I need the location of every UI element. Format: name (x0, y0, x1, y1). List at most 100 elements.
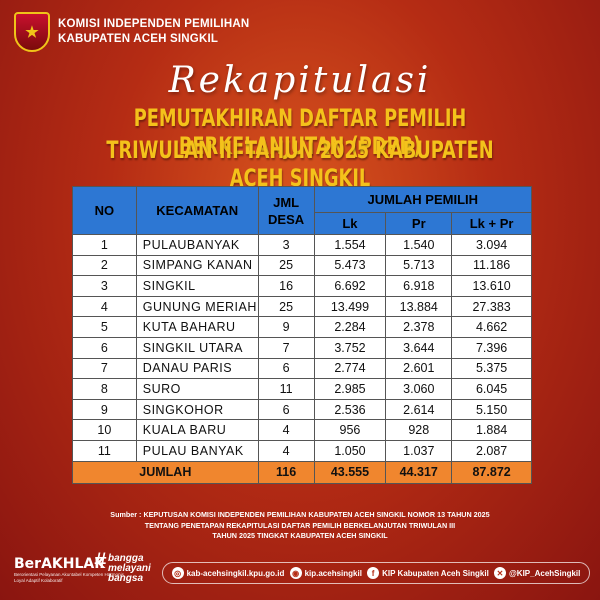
row-kecamatan: SINGKIL (135, 275, 259, 297)
header-lk: Lk (313, 212, 387, 235)
row-no: 1 (72, 234, 137, 256)
row-jml-desa: 4 (257, 439, 315, 462)
title-line2: TRIWULAN III TAHUN 2025 KABUPATEN ACEH S… (106, 136, 494, 192)
row-pr: 2.614 (385, 398, 453, 421)
header-kecamatan: KECAMATAN (135, 186, 259, 235)
table-row: 3 SINGKIL 16 6.692 6.918 13.610 (72, 275, 532, 297)
row-kecamatan: PULAUBANYAK (135, 234, 259, 256)
row-lk: 2.774 (313, 357, 387, 380)
table-row: 10 KUALA BARU 4 956 928 1.884 (72, 419, 532, 441)
globe-icon: ◎ (171, 567, 184, 579)
row-lk-pr: 6.045 (451, 378, 532, 400)
table-row: 6 SINGKIL UTARA 7 3.752 3.644 7.396 (72, 336, 532, 359)
row-lk-pr: 5.375 (451, 357, 532, 380)
total-row: JUMLAH 116 43.555 44.317 87.872 (72, 460, 532, 484)
source-line1: Sumber : KEPUTUSAN KOMISI INDEPENDEN PEM… (110, 510, 490, 519)
row-kecamatan: DANAU PARIS (135, 357, 259, 380)
header-jumlah-pemilih: JUMLAH PEMILIH (313, 186, 533, 213)
row-lk-pr: 13.610 (451, 275, 532, 297)
row-no: 8 (72, 378, 137, 400)
row-lk-pr: 5.150 (451, 398, 532, 421)
row-lk: 2.985 (313, 378, 387, 400)
row-jml-desa: 4 (257, 419, 315, 441)
x-link[interactable]: ✕ @KIP_AcehSingkil (494, 567, 580, 579)
row-lk-pr: 7.396 (451, 336, 532, 359)
recap-table: NO KECAMATAN JML DESA JUMLAH PEMILIH Lk … (72, 186, 533, 484)
row-jml-desa: 25 (257, 295, 315, 318)
total-lk-pr: 87.872 (451, 460, 532, 484)
table-row: 11 PULAU BANYAK 4 1.050 1.037 2.087 (72, 439, 532, 462)
website-link[interactable]: ◎ kab-acehsingkil.kpu.go.id (171, 567, 284, 579)
instagram-link[interactable]: ◉ kip.acehsingkil (289, 567, 362, 579)
row-jml-desa: 25 (257, 254, 315, 277)
row-pr: 2.601 (385, 357, 453, 380)
header-no: NO (72, 186, 137, 235)
facebook-link[interactable]: f KIP Kabupaten Aceh Singkil (367, 567, 489, 579)
row-lk-pr: 11.186 (451, 254, 532, 277)
row-no: 5 (72, 316, 137, 338)
row-lk-pr: 4.662 (451, 316, 532, 338)
row-pr: 1.540 (385, 234, 453, 256)
row-lk: 1.554 (313, 234, 387, 256)
brand-subtitle: Berorientasi Pelayanan Akuntabel Kompete… (14, 572, 124, 583)
table-row: 7 DANAU PARIS 6 2.774 2.601 5.375 (72, 357, 532, 380)
row-kecamatan: KUALA BARU (135, 419, 259, 441)
total-desa: 116 (257, 460, 315, 484)
table-row: 2 SIMPANG KANAN 25 5.473 5.713 11.186 (72, 254, 532, 277)
row-lk-pr: 3.094 (451, 234, 532, 256)
row-pr: 2.378 (385, 316, 453, 338)
recap-table-wrapper: NO KECAMATAN JML DESA JUMLAH PEMILIH Lk … (72, 186, 533, 484)
instagram-icon: ◉ (289, 567, 302, 579)
row-no: 7 (72, 357, 137, 380)
row-no: 2 (72, 254, 137, 277)
org-name: KOMISI INDEPENDEN PEMILIHAN KABUPATEN AC… (58, 17, 249, 47)
table-row: 4 GUNUNG MERIAH 25 13.499 13.884 27.383 (72, 295, 532, 318)
hashtag-icon: # (94, 548, 107, 573)
source-note: Sumber : KEPUTUSAN KOMISI INDEPENDEN PEM… (0, 510, 600, 542)
row-no: 11 (72, 439, 137, 462)
row-jml-desa: 6 (257, 357, 315, 380)
row-jml-desa: 9 (257, 316, 315, 338)
row-no: 3 (72, 275, 137, 297)
row-jml-desa: 11 (257, 378, 315, 400)
row-kecamatan: SIMPANG KANAN (135, 254, 259, 277)
table-body: 1 PULAUBANYAK 3 1.554 1.540 3.094 2 SIMPANG KAN… (72, 234, 532, 462)
row-kecamatan: KUTA BAHARU (135, 316, 259, 338)
table-row: 9 SINGKOHOR 6 2.536 2.614 5.150 (72, 398, 532, 421)
berakhlak-brand: BerAKHLAK Berorientasi Pelayanan Akuntab… (14, 556, 124, 583)
row-lk-pr: 27.383 (451, 295, 532, 318)
row-lk: 956 (313, 419, 387, 441)
row-pr: 6.918 (385, 275, 453, 297)
row-no: 4 (72, 295, 137, 318)
row-kecamatan: SINGKOHOR (135, 398, 259, 421)
header-lk-pr: Lk + Pr (451, 212, 532, 235)
row-jml-desa: 6 (257, 398, 315, 421)
row-kecamatan: PULAU BANYAK (135, 439, 259, 462)
table-row: 1 PULAUBANYAK 3 1.554 1.540 3.094 (72, 234, 532, 256)
org-line1: KOMISI INDEPENDEN PEMILIHAN (58, 18, 250, 30)
org-line2: KABUPATEN ACEH SINGKIL (58, 33, 219, 45)
hashtag-word2: melayani (108, 563, 151, 574)
hashtag-word1: bangga (108, 553, 144, 564)
row-lk: 3.752 (313, 336, 387, 359)
row-kecamatan: SURO (135, 378, 259, 400)
row-lk-pr: 1.884 (451, 419, 532, 441)
row-lk: 2.284 (313, 316, 387, 338)
table-row: 8 SURO 11 2.985 3.060 6.045 (72, 378, 532, 400)
row-jml-desa: 3 (257, 234, 315, 256)
row-no: 9 (72, 398, 137, 421)
row-no: 6 (72, 336, 137, 359)
row-pr: 3.060 (385, 378, 453, 400)
row-lk: 2.536 (313, 398, 387, 421)
row-pr: 1.037 (385, 439, 453, 462)
header-pr: Pr (385, 212, 453, 235)
row-no: 10 (72, 419, 137, 441)
row-lk: 5.473 (313, 254, 387, 277)
total-pr: 44.317 (385, 460, 453, 484)
row-pr: 3.644 (385, 336, 453, 359)
total-lk: 43.555 (313, 460, 387, 484)
bangga-melayani-hashtag: # bangga melayani bangsa (94, 550, 151, 584)
row-jml-desa: 16 (257, 275, 315, 297)
row-pr: 5.713 (385, 254, 453, 277)
row-pr: 928 (385, 419, 453, 441)
